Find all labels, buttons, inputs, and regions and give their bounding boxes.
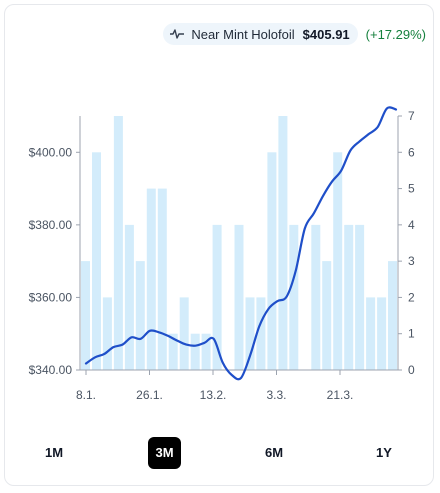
volume-bar [102, 297, 112, 370]
volume-bar [245, 297, 255, 370]
volume-bar [179, 297, 189, 370]
y-right-tick-label: 0 [408, 363, 415, 377]
current-price: $405.91 [302, 26, 350, 42]
volume-bar [256, 297, 266, 370]
volume-bar [355, 224, 365, 370]
x-tick-label: 21.3. [327, 388, 354, 402]
price-line [84, 106, 398, 381]
range-tabs: 1M 3M 6M 1Y [0, 437, 440, 469]
volume-bar [190, 333, 200, 370]
y-right-tick-label: 6 [408, 145, 415, 159]
volume-bar [81, 261, 90, 370]
volume-bar [388, 261, 397, 370]
tab-1m[interactable]: 1M [44, 445, 64, 460]
chart-axes: $340.00 $360.00 $380.00 $400.00 0 1 2 3 4 5 6 7 8.1.… [29, 109, 415, 402]
y-right-tick-label: 2 [408, 290, 415, 304]
y-left-tick-label: $360.00 [29, 290, 73, 304]
volume-bar [146, 188, 156, 370]
tab-1y[interactable]: 1Y [376, 445, 392, 460]
volume-bar [344, 224, 354, 370]
volume-bar [366, 297, 376, 370]
y-right-tick-label: 5 [408, 182, 415, 196]
chart-legend: Near Mint Holofoil $405.91 (+17.29%) [163, 22, 426, 46]
volume-bar [289, 224, 299, 370]
y-left-tick-label: $380.00 [29, 218, 73, 232]
volume-bar [377, 297, 387, 370]
volume-bar [92, 152, 101, 370]
x-tick-label: 13.2. [200, 388, 227, 402]
volume-bar [267, 152, 277, 370]
volume-bar [135, 261, 145, 370]
series-pill[interactable]: Near Mint Holofoil $405.91 [163, 23, 358, 45]
x-tick-label: 26.1. [136, 388, 163, 402]
x-tick-label: 8.1. [76, 388, 96, 402]
tab-3m[interactable]: 3M [148, 437, 181, 469]
volume-bar [311, 224, 321, 370]
y-right-tick-label: 4 [408, 218, 415, 232]
volume-bars [81, 116, 397, 370]
volume-bar [212, 224, 222, 370]
volume-bar [201, 333, 211, 370]
volume-bar [234, 224, 244, 370]
volume-bar [157, 188, 167, 370]
volume-bar [322, 261, 332, 370]
y-right-tick-label: 7 [408, 109, 415, 123]
line-chart-icon [169, 28, 185, 40]
price-change: (+17.29%) [365, 26, 426, 42]
series-label: Near Mint Holofoil [191, 26, 295, 42]
volume-bar [168, 333, 178, 370]
volume-bar [278, 116, 288, 370]
volume-bar [333, 152, 343, 370]
y-left-tick-label: $340.00 [29, 363, 73, 377]
price-chart: $340.00 $360.00 $380.00 $400.00 0 1 2 3 4 5 6 7 8.1.… [29, 106, 415, 402]
tab-6m[interactable]: 6M [264, 445, 284, 460]
x-tick-label: 3.3. [266, 388, 286, 402]
volume-bar [113, 116, 123, 370]
y-right-tick-label: 3 [408, 254, 415, 268]
y-right-tick-label: 1 [408, 327, 415, 341]
y-left-tick-label: $400.00 [29, 145, 73, 159]
volume-bar [124, 224, 134, 370]
